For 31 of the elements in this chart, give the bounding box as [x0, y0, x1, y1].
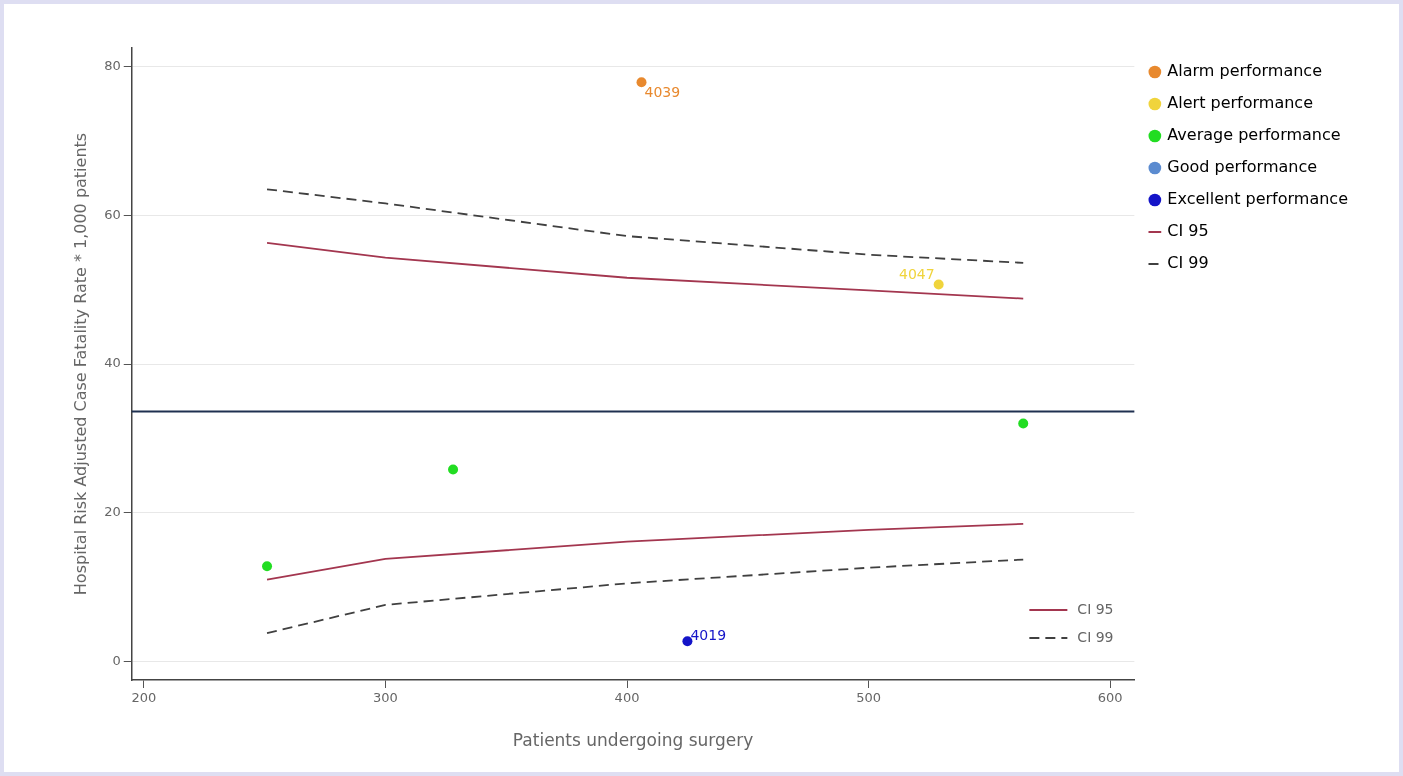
legend-label: Alert performance [1167, 93, 1313, 113]
x-tick-label: 400 [614, 690, 640, 706]
y-axis-title: Hospital Risk Adjusted Case Fatality Rate * 1,000 patients [70, 132, 90, 596]
legend-label: CI 99 [1077, 628, 1114, 645]
legend-label: CI 95 [1167, 221, 1209, 241]
point [636, 77, 647, 88]
y-tick-label: 0 [112, 652, 121, 668]
x-tick-label: 500 [856, 690, 882, 706]
legend-label: Alarm performance [1167, 61, 1322, 81]
point [1018, 418, 1029, 429]
legend-label: Good performance [1167, 157, 1318, 177]
y-tick-label: 60 [104, 206, 121, 222]
point [262, 561, 273, 572]
y-tick-label: 20 [104, 504, 121, 520]
annotation: 4019 [690, 626, 727, 643]
legend-label: Excellent performance [1167, 189, 1348, 209]
annotation: 4039 [644, 83, 681, 100]
annotation: 4047 [899, 266, 935, 283]
y-tick-label: 40 [104, 355, 121, 371]
line-series [266, 188, 1025, 264]
x-axis-title: Patients undergoing surgery [512, 730, 754, 751]
x-tick-label: 600 [1097, 690, 1123, 706]
x-tick-label: 200 [131, 690, 157, 706]
legend-label: CI 95 [1077, 600, 1114, 617]
legend-label: CI 99 [1167, 253, 1209, 273]
point [448, 464, 459, 475]
y-tick-label: 80 [104, 57, 121, 73]
legend-label: Average performance [1167, 125, 1341, 145]
point [933, 279, 944, 290]
point [682, 636, 693, 647]
x-tick-label: 300 [373, 690, 398, 706]
